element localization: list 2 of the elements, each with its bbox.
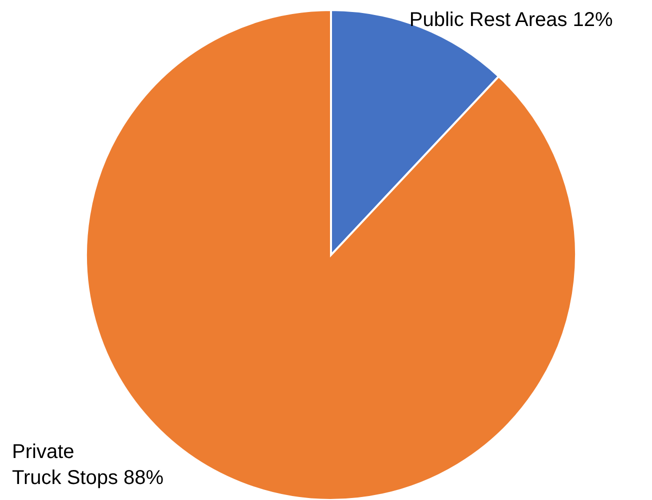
- slice-label: Public Rest Areas 12%: [409, 9, 614, 31]
- slice-label: Private Truck Stops 88%: [12, 441, 164, 489]
